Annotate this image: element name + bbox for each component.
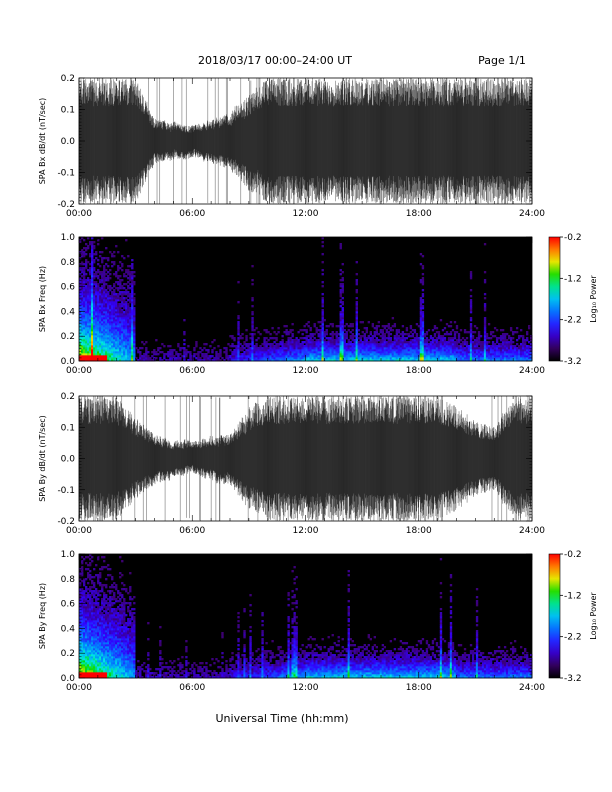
y-tick-label: 0.8 (61, 575, 76, 585)
y-tick-label: 1.0 (61, 233, 76, 243)
colorbar-tick-label: -2.2 (564, 316, 582, 326)
x-tick-label: 00:00 (66, 683, 92, 693)
colorbar (548, 236, 561, 362)
y-tick-label: 0.2 (61, 332, 75, 342)
chart-panel-2: -0.2 -1.2 -2.2 -3.2 Log₁₀ Power 00:00 06:00 12:… (38, 233, 598, 376)
y-axis-label: SPA By Freq (Hz) (38, 583, 47, 649)
y-axis-label: SPA By dB/dt (nT/sec) (38, 415, 47, 502)
page-number: Page 1/1 (478, 54, 526, 67)
x-tick-label: 12:00 (293, 526, 319, 536)
x-tick-label: 18:00 (406, 683, 432, 693)
spectrogram-cells (79, 237, 533, 362)
colorbar-tick-label: -3.2 (564, 674, 582, 684)
colorbar (548, 553, 561, 679)
y-tick-label: 0.4 (61, 307, 76, 317)
y-axis-label: SPA Bx dB/dt (nT/sec) (38, 98, 47, 185)
y-tick-label: 0.1 (61, 106, 75, 116)
x-tick-label: 00:00 (66, 209, 92, 219)
x-tick-label: 06:00 (179, 683, 205, 693)
y-tick-label: -0.1 (57, 486, 75, 496)
chart-title: 2018/03/17 00:00–24:00 UT (198, 54, 352, 67)
x-tick-label: 00:00 (66, 526, 92, 536)
x-tick-label: 18:00 (406, 366, 432, 376)
x-tick-label: 18:00 (406, 209, 432, 219)
y-tick-label: 0.0 (61, 137, 76, 147)
colorbar-tick-label: -2.2 (564, 633, 582, 643)
x-tick-label: 12:00 (293, 209, 319, 219)
y-tick-label: -0.2 (57, 517, 75, 527)
x-tick-label: 24:00 (519, 526, 545, 536)
y-tick-label: 0.4 (61, 624, 76, 634)
x-tick-label: 24:00 (519, 366, 545, 376)
y-tick-label: 0.6 (61, 283, 76, 293)
y-tick-label: 0.2 (61, 74, 75, 84)
y-axis-label: SPA Bx Freq (Hz) (38, 266, 47, 332)
y-tick-label: -0.1 (57, 169, 75, 179)
spectrogram-cells (79, 554, 533, 679)
x-axis-label: Universal Time (hh:mm) (216, 712, 349, 725)
y-tick-label: 0.0 (61, 455, 76, 465)
x-tick-label: 12:00 (293, 366, 319, 376)
x-tick-label: 24:00 (519, 209, 545, 219)
y-tick-label: 0.2 (61, 649, 75, 659)
chart-panel-4: -0.2 -1.2 -2.2 -3.2 Log₁₀ Power 00:00 06:00 12:… (38, 550, 598, 693)
colorbar-tick-label: -3.2 (564, 357, 582, 367)
x-tick-label: 24:00 (519, 683, 545, 693)
y-tick-label: 0.0 (61, 357, 76, 367)
chart-panel-3: 00:00 06:00 12:00 18:00 24:00 -0.2 -0.1 0.0 0.1 0… (38, 392, 545, 536)
colorbar-label: Log₁₀ Power (589, 592, 598, 640)
y-tick-label: 0.0 (61, 674, 76, 684)
colorbar-tick-label: -0.2 (564, 550, 582, 560)
colorbar-tick-label: -1.2 (564, 591, 582, 601)
x-tick-label: 18:00 (406, 526, 432, 536)
y-tick-label: 0.6 (61, 600, 76, 610)
y-tick-label: -0.2 (57, 200, 75, 210)
x-tick-label: 00:00 (66, 366, 92, 376)
colorbar-tick-label: -1.2 (564, 274, 582, 284)
colorbar-tick-label: -0.2 (564, 233, 582, 243)
y-tick-label: 1.0 (61, 550, 76, 560)
x-tick-label: 06:00 (179, 366, 205, 376)
x-tick-label: 06:00 (179, 209, 205, 219)
y-tick-label: 0.2 (61, 392, 75, 402)
x-tick-label: 12:00 (293, 683, 319, 693)
y-tick-label: 0.8 (61, 258, 76, 268)
colorbar-label: Log₁₀ Power (589, 275, 598, 323)
x-tick-label: 06:00 (179, 526, 205, 536)
chart-panel-1: 00:00 06:00 12:00 18:00 24:00 -0.2 -0.1 0.0 0.1 0… (38, 74, 545, 219)
y-tick-label: 0.1 (61, 423, 75, 433)
